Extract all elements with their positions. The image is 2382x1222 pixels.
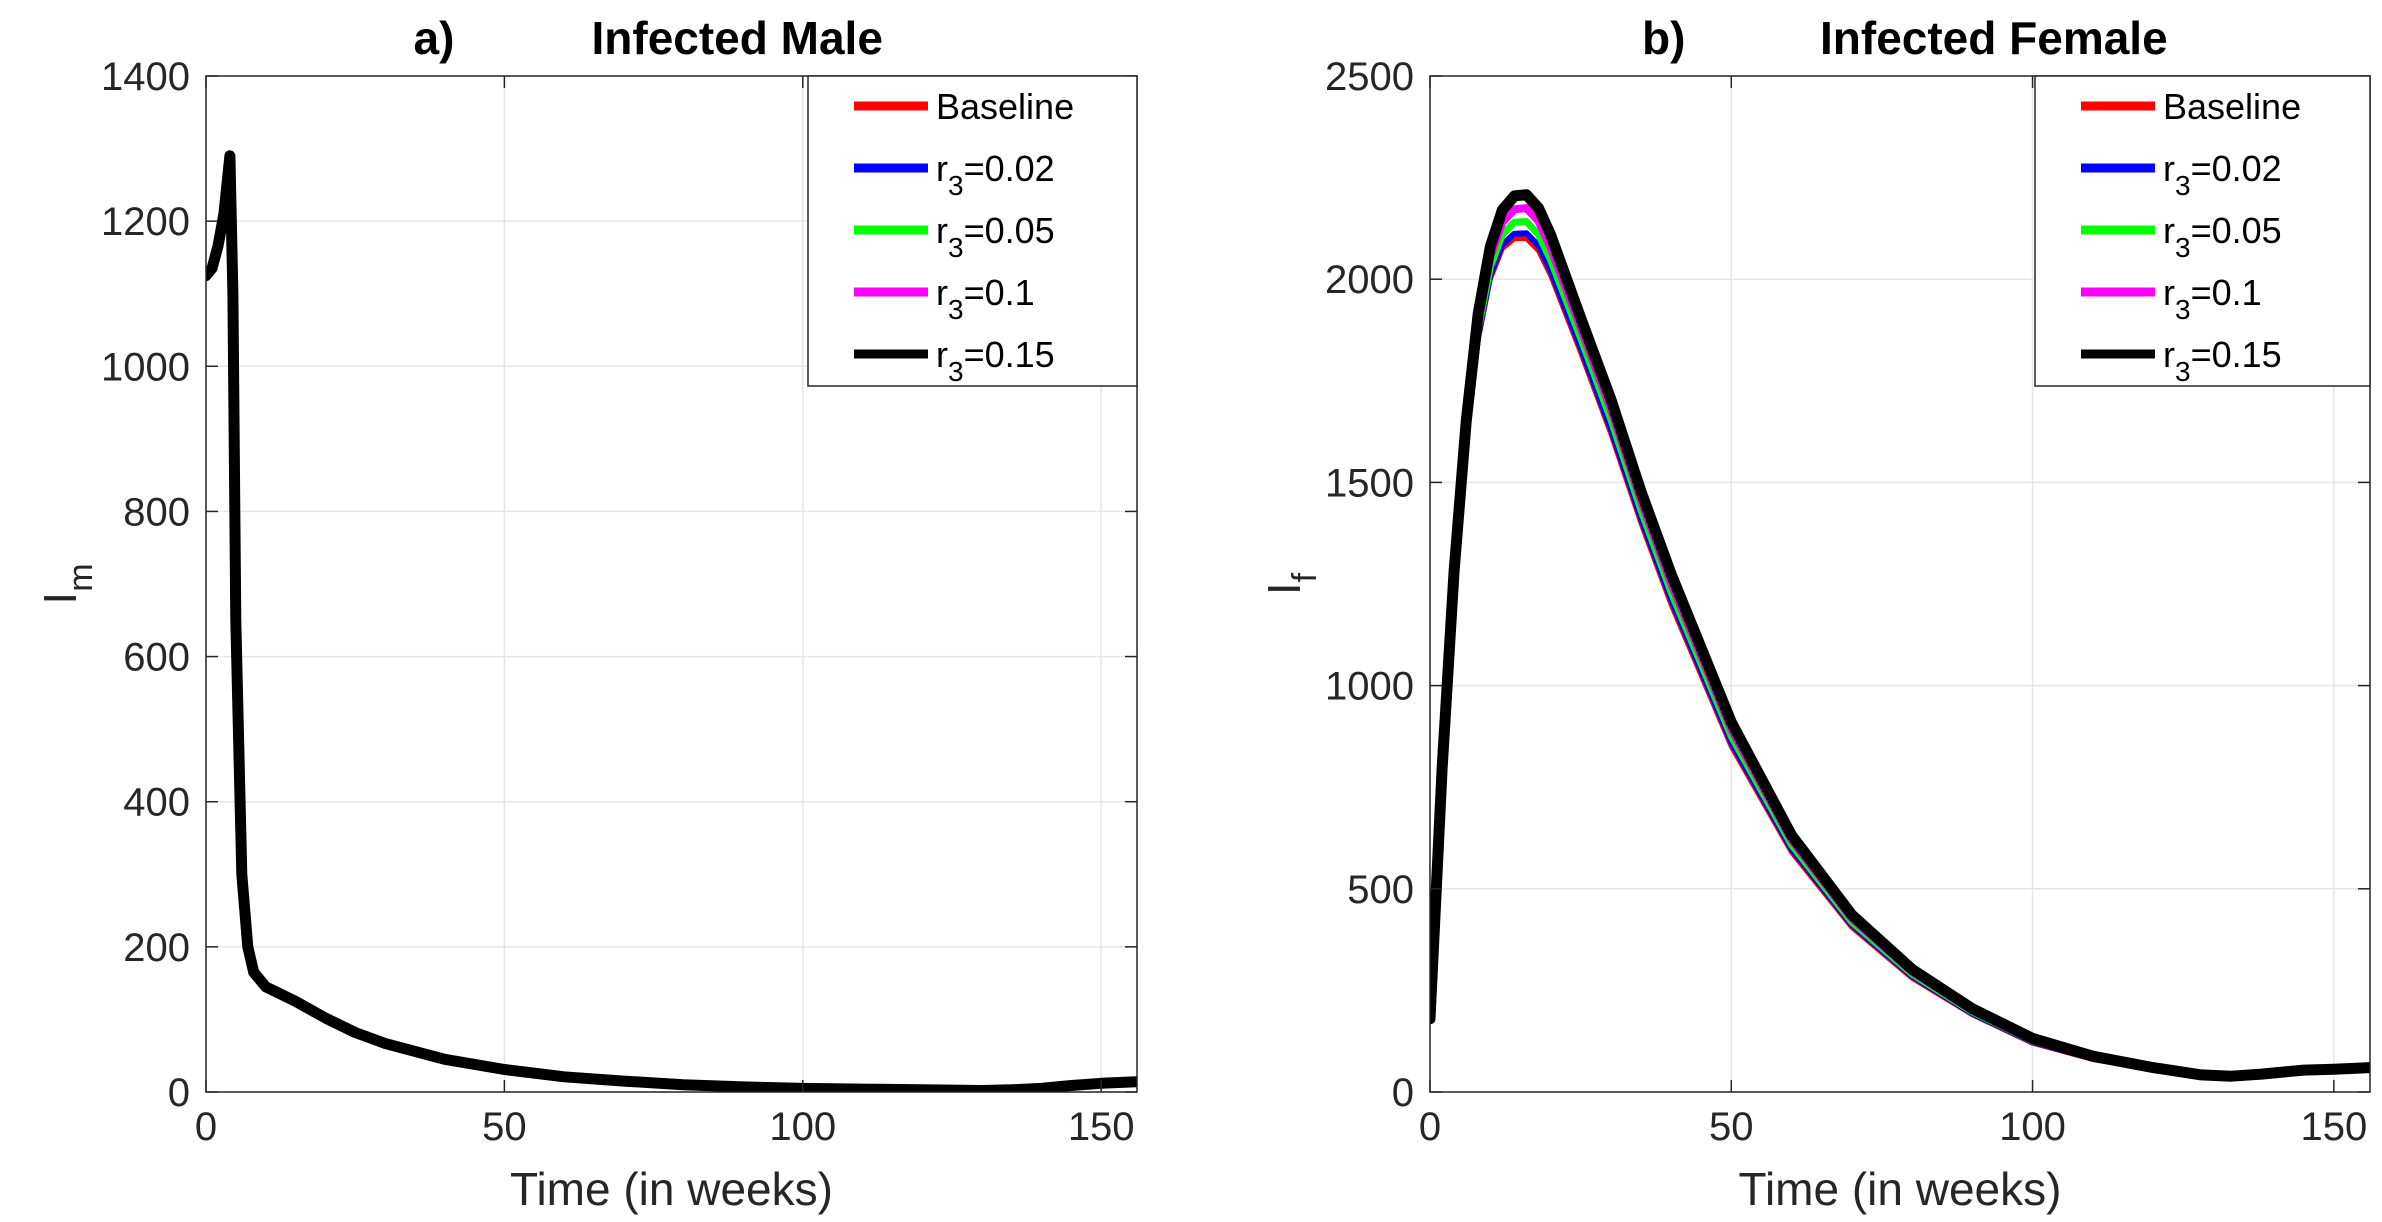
x-tick-label: 150	[1068, 1105, 1135, 1149]
y-axis-label-main: I	[34, 592, 86, 605]
x-tick-label: 50	[482, 1105, 527, 1149]
legend-label-main: r	[936, 210, 948, 251]
legend-label-main: r	[2163, 210, 2175, 251]
legend-entry-label: Baseline	[936, 86, 1074, 127]
y-tick-label: 2000	[1325, 258, 1414, 302]
y-tick-label: 500	[1347, 868, 1414, 912]
legend-label-rest: =0.1	[2191, 272, 2262, 313]
y-axis-label-subscript: m	[62, 563, 100, 591]
y-axis-label: If	[1258, 572, 1324, 595]
legend-entry-label: r3=0.02	[2163, 148, 2282, 201]
x-tick-label: 50	[1709, 1105, 1754, 1149]
legend-label-rest: =0.02	[964, 148, 1055, 189]
legend-label-rest: =0.02	[2191, 148, 2282, 189]
legend-label-main: r	[2163, 148, 2175, 189]
panel-label: b)	[1642, 12, 1685, 64]
x-tick-label: 0	[1419, 1105, 1441, 1149]
legend-entry-label: r3=0.02	[936, 148, 1055, 201]
y-axis-label-subscript: f	[1286, 572, 1324, 582]
legend-label-rest: =0.15	[2191, 334, 2282, 375]
legend-label-main: r	[936, 272, 948, 313]
series-line-4	[1430, 189, 2370, 1082]
y-tick-label: 0	[168, 1071, 190, 1115]
legend-label-subscript: 3	[948, 294, 964, 325]
y-axis-label: Im	[34, 563, 100, 604]
legend-label-main: Baseline	[2163, 86, 2301, 127]
chart-title: Infected Male	[592, 12, 883, 64]
x-tick-label: 100	[769, 1105, 836, 1149]
series-line-4	[206, 150, 1137, 1092]
legend-label-subscript: 3	[2175, 356, 2191, 387]
axes-box	[205, 75, 1138, 1093]
x-tick-label: 0	[195, 1105, 217, 1149]
y-tick-label: 1000	[101, 345, 190, 389]
y-tick-label: 0	[1392, 1071, 1414, 1115]
panel-label: a)	[414, 12, 455, 64]
legend-entry-label: Baseline	[2163, 86, 2301, 127]
legend-label-main: r	[936, 334, 948, 375]
legend-label-subscript: 3	[2175, 294, 2191, 325]
legend-label-subscript: 3	[948, 232, 964, 263]
x-tick-label: 100	[1999, 1105, 2066, 1149]
y-tick-label: 400	[123, 781, 190, 825]
legend-label-subscript: 3	[2175, 170, 2191, 201]
x-axis-label: Time (in weeks)	[1739, 1163, 2062, 1215]
legend-label-main: r	[936, 148, 948, 189]
legend-entry-label: r3=0.15	[2163, 334, 2282, 387]
legend-label-subscript: 3	[2175, 232, 2191, 263]
y-tick-label: 1200	[101, 200, 190, 244]
legend-entry-label: r3=0.15	[936, 334, 1055, 387]
legend-label-rest: =0.1	[964, 272, 1035, 313]
legend-label-rest: =0.15	[964, 334, 1055, 375]
y-tick-label: 200	[123, 926, 190, 970]
legend-entry-label: r3=0.05	[2163, 210, 2282, 263]
x-tick-label: 150	[2300, 1105, 2367, 1149]
legend-label-main: r	[2163, 272, 2175, 313]
axes-box	[1429, 75, 2371, 1093]
legend-entry-label: r3=0.05	[936, 210, 1055, 263]
y-tick-label: 600	[123, 636, 190, 680]
panel-infected-male: 0 50 100 150 0 200 400 600 800 1000 1200 1400 a) Infe…	[34, 12, 1138, 1215]
y-tick-label: 1000	[1325, 665, 1414, 709]
legend-label-main: Baseline	[936, 86, 1074, 127]
legend-label-rest: =0.05	[2191, 210, 2282, 251]
x-axis-label: Time (in weeks)	[510, 1163, 833, 1215]
y-tick-label: 1400	[101, 55, 190, 99]
y-tick-label: 2500	[1325, 55, 1414, 99]
legend-label-subscript: 3	[948, 356, 964, 387]
y-axis-label-main: I	[1258, 582, 1310, 595]
legend-label-main: r	[2163, 334, 2175, 375]
legend-entry-label: r3=0.1	[2163, 272, 2262, 325]
legend-label-rest: =0.05	[964, 210, 1055, 251]
legend-label-subscript: 3	[948, 170, 964, 201]
y-tick-label: 1500	[1325, 461, 1414, 505]
chart-title: Infected Female	[1820, 12, 2168, 64]
y-tick-label: 800	[123, 490, 190, 534]
legend-entry-label: r3=0.1	[936, 272, 1035, 325]
